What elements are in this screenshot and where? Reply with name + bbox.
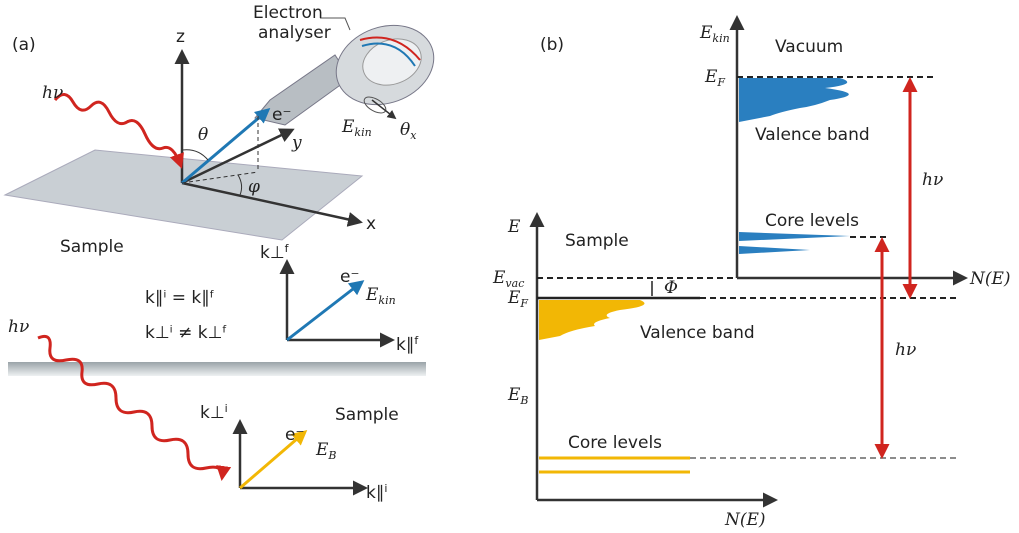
- label-part: kin: [712, 32, 729, 45]
- photon-label: hν: [8, 317, 29, 337]
- label-part: E: [507, 385, 521, 405]
- work-function-label: Φ: [664, 278, 678, 298]
- region-label: Vacuum: [775, 37, 843, 57]
- axis-label: x: [366, 214, 376, 234]
- label-part: k⊥: [260, 243, 285, 263]
- label-part: i: [384, 482, 387, 495]
- label: θx: [400, 120, 417, 142]
- label: Ekin: [699, 23, 730, 45]
- analyser-tube: [255, 55, 350, 125]
- label: k⊥ⁱ ≠ k⊥ᶠ: [145, 323, 227, 343]
- label-part: i: [225, 402, 228, 415]
- label-part: B: [519, 394, 528, 407]
- panel-label: (a): [12, 35, 36, 55]
- label-part: kin: [354, 126, 371, 139]
- label-part: x: [410, 129, 417, 142]
- label-part: f: [285, 242, 290, 255]
- label-part: k∥: [366, 483, 384, 503]
- electron-label: e⁻: [285, 425, 304, 445]
- electron-label: e⁻: [340, 267, 359, 287]
- region-label: Sample: [565, 231, 629, 251]
- core-peak: [739, 246, 810, 254]
- sample-label: Sample: [335, 405, 399, 425]
- label: Evac: [492, 268, 524, 290]
- label: EF: [704, 67, 725, 89]
- label: k∥f: [396, 334, 419, 355]
- band-label: Core levels: [765, 211, 859, 231]
- label: EB: [315, 440, 337, 462]
- photon-wave: [38, 336, 222, 478]
- axis-label: y: [291, 133, 302, 153]
- valence-band: [739, 78, 849, 122]
- label-part: E: [365, 285, 379, 305]
- axis-label: E: [507, 217, 521, 237]
- label-part: E: [704, 67, 718, 87]
- band-label: Valence band: [755, 125, 870, 145]
- analyser-label: Electron: [253, 3, 323, 23]
- label: EB: [507, 385, 529, 407]
- photon-label: hν: [922, 170, 943, 190]
- label-part: F: [519, 297, 528, 310]
- photon-label: hν: [895, 340, 916, 360]
- panel-label: (b): [540, 35, 564, 55]
- label-part: E: [341, 117, 355, 137]
- label-part: E: [315, 440, 329, 460]
- band-label: Valence band: [640, 323, 755, 343]
- core-peak: [739, 232, 850, 241]
- label-part: f: [414, 334, 419, 347]
- axis-label: z: [176, 27, 185, 47]
- label-part: θ: [400, 120, 410, 140]
- label-part: kin: [378, 294, 395, 307]
- surface: [8, 362, 426, 376]
- label-part: k⊥ⁱ ≠ k⊥ᶠ: [145, 323, 227, 343]
- label-part: k∥: [396, 335, 414, 355]
- label: k∥i: [366, 482, 387, 503]
- label: k⊥i: [200, 402, 228, 423]
- axis-label: N(E): [969, 269, 1011, 289]
- label: k∥ⁱ = k∥ᶠ: [145, 288, 215, 308]
- label-part: B: [327, 449, 336, 462]
- electron-vector: [287, 282, 362, 340]
- label-part: k⊥: [200, 403, 225, 423]
- label: Ekin: [365, 285, 396, 307]
- valence-band: [539, 300, 645, 340]
- label-part: E: [492, 268, 506, 288]
- label-part: k∥ⁱ = k∥ᶠ: [145, 288, 215, 308]
- label-part: E: [699, 23, 713, 43]
- band-label: Core levels: [568, 433, 662, 453]
- label: Ekin: [341, 117, 372, 139]
- electron-label: e⁻: [272, 105, 291, 125]
- arpes-diagram: (a) Sample Electron analyser Ekin θx z x…: [0, 0, 1019, 533]
- label: k⊥f: [260, 242, 290, 263]
- label-part: E: [507, 288, 521, 308]
- photon-label: hν: [42, 83, 63, 103]
- analyser-label: analyser: [258, 23, 331, 43]
- phi-label: φ: [248, 177, 260, 197]
- theta-label: θ: [198, 125, 208, 145]
- label: EF: [507, 288, 528, 310]
- sample-plate: [5, 150, 362, 240]
- sample-label: Sample: [60, 237, 124, 257]
- axis-label: N(E): [724, 510, 766, 530]
- label-part: F: [716, 76, 725, 89]
